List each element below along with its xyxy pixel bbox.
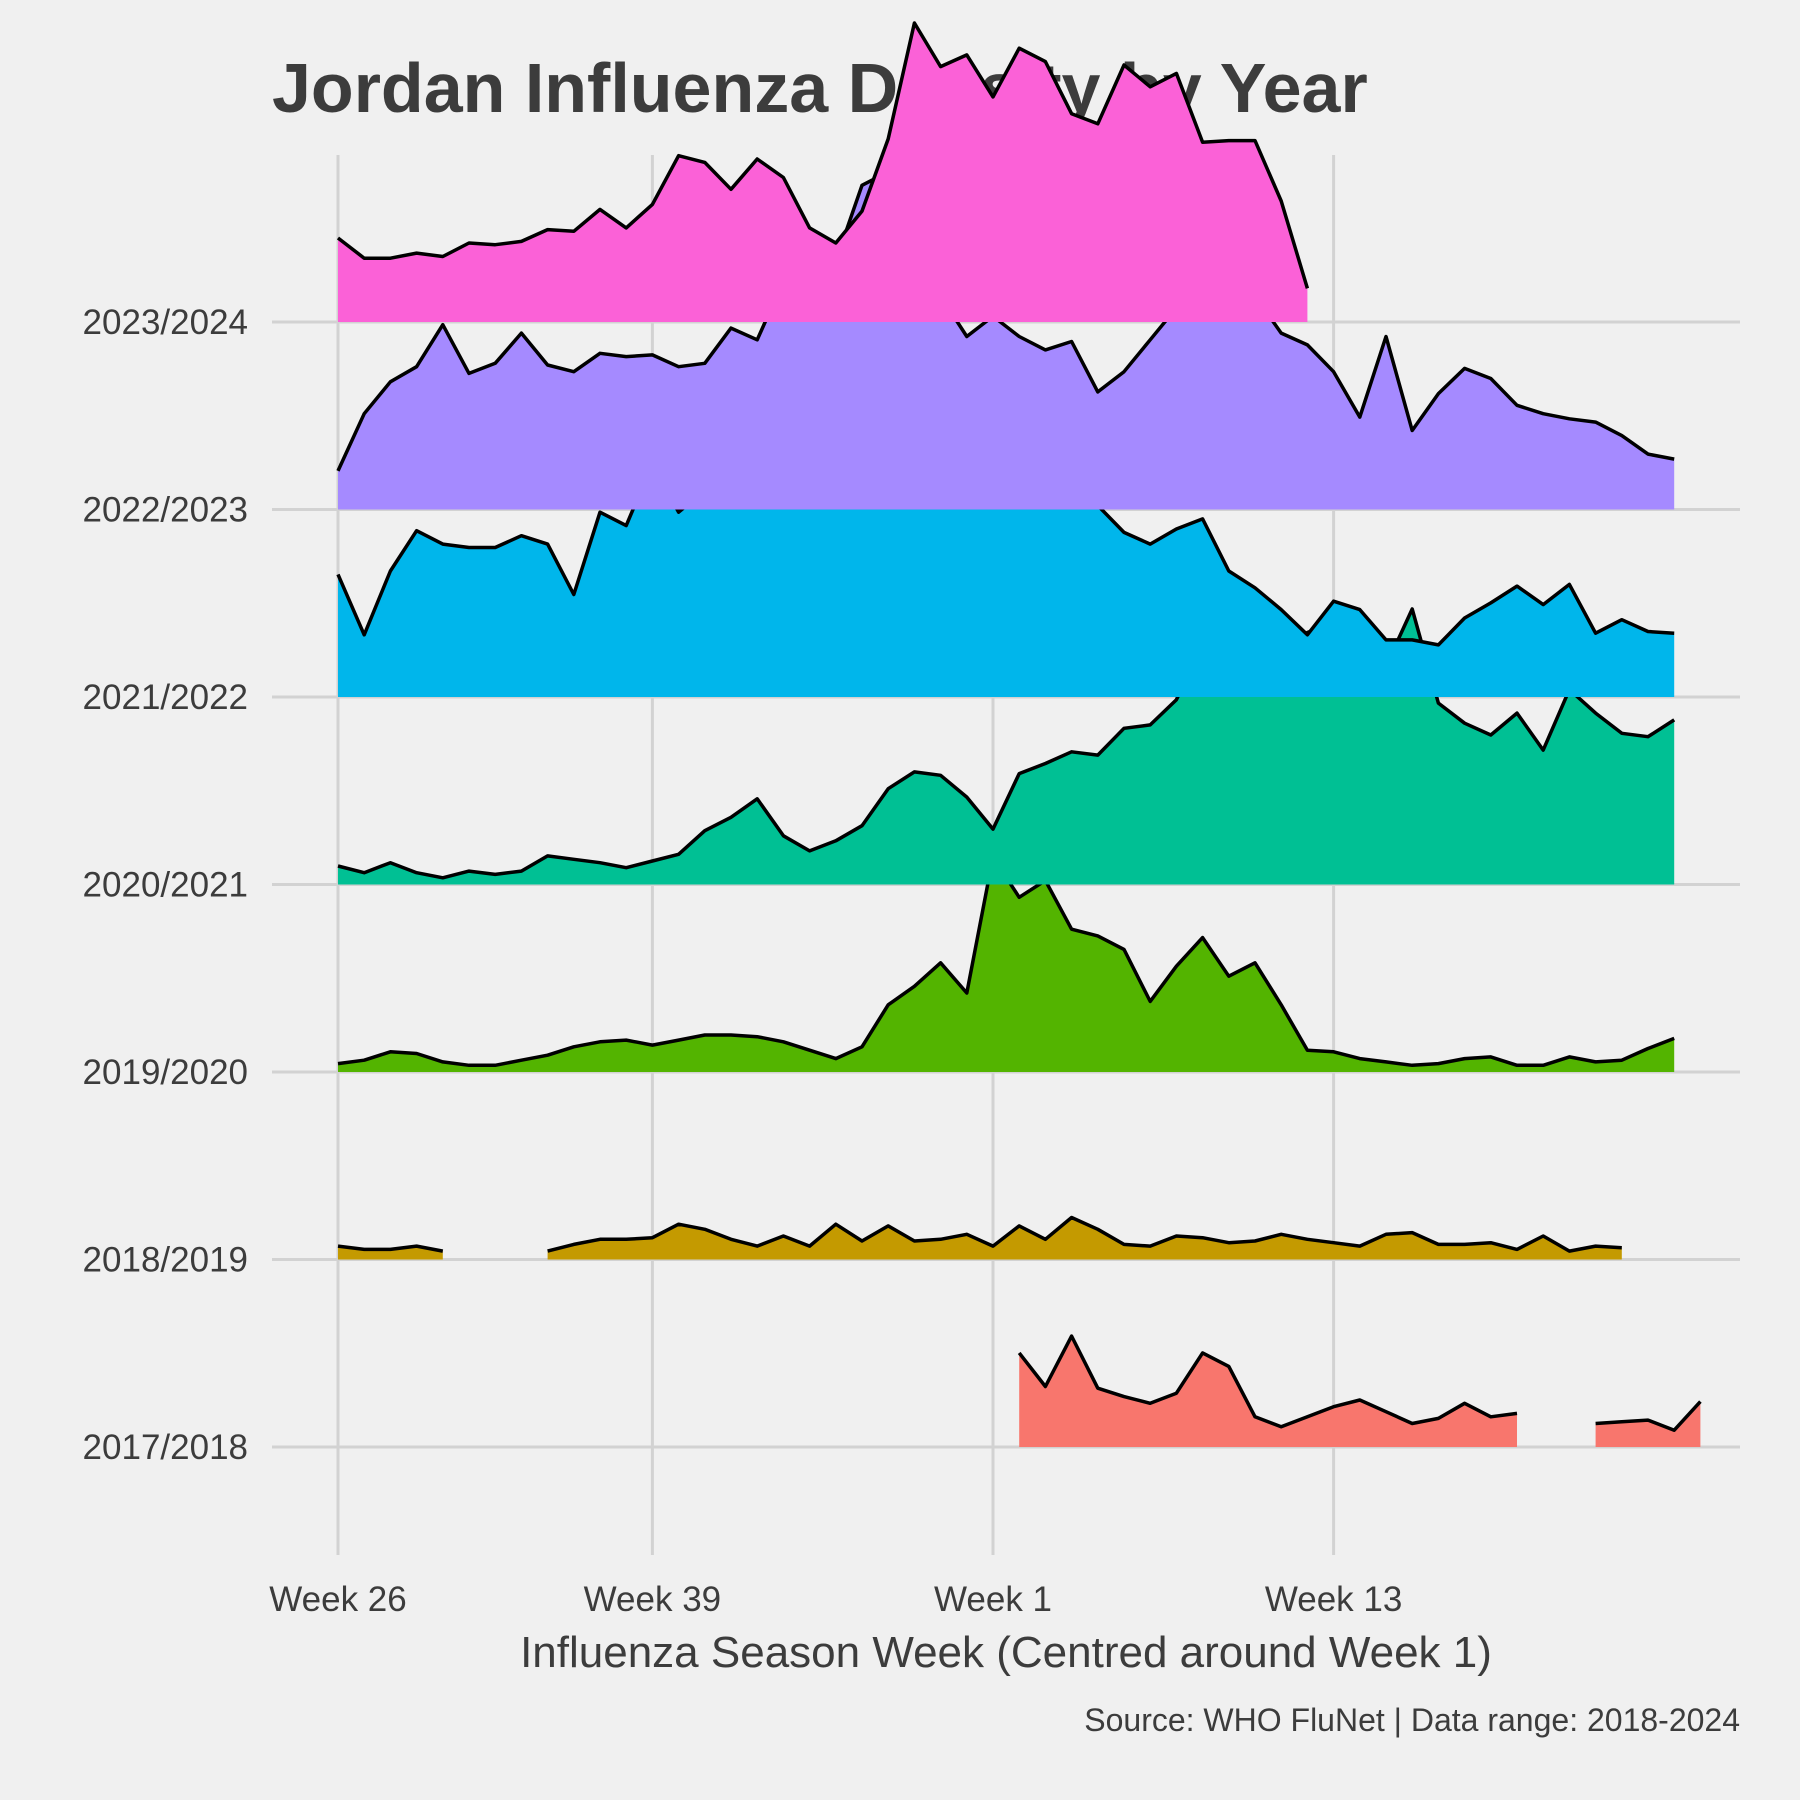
ridge-line — [1595, 1400, 1702, 1432]
ridge-2023-2024 — [336, 21, 1310, 322]
chart-caption: Source: WHO FluNet | Data range: 2018-20… — [1084, 1702, 1740, 1738]
ridge-area — [547, 1217, 1622, 1260]
y-tick-label: 2021/2022 — [83, 678, 248, 717]
ridge-2017-2018 — [1017, 1334, 1702, 1447]
ridge-line — [1017, 1334, 1518, 1429]
y-tick-label: 2020/2021 — [83, 866, 248, 905]
x-tick-label: Week 1 — [934, 1580, 1052, 1619]
x-tick-label: Week 26 — [269, 1580, 407, 1619]
ridge-area — [1595, 1401, 1701, 1447]
y-tick-label: 2022/2023 — [83, 491, 248, 530]
ridge-area — [1019, 1336, 1517, 1447]
ridge-line — [337, 1244, 444, 1253]
chart-title: Jordan Influenza Density by Year — [272, 49, 1368, 127]
ridge-2019-2020 — [337, 855, 1675, 1072]
x-tick-labels: Week 26 Week 39 Week 1 Week 13 — [269, 1580, 1402, 1619]
y-tick-label: 2019/2020 — [83, 1053, 248, 1092]
ridge-area — [338, 171, 1675, 510]
ridge-2018-2019 — [337, 1215, 1622, 1260]
y-tick-label: 2018/2019 — [83, 1241, 248, 1280]
ridge-area — [338, 23, 1308, 322]
ridge-line — [336, 21, 1310, 289]
ridge-line — [547, 1215, 1622, 1253]
y-tick-label: 2023/2024 — [83, 303, 248, 342]
ridge-area — [338, 391, 1675, 697]
ridge-2022-2023 — [336, 170, 1675, 510]
ridge-line — [337, 576, 1676, 880]
ridge-line — [336, 170, 1675, 472]
x-axis-label: Influenza Season Week (Centred around We… — [520, 1628, 1492, 1677]
x-tick-label: Week 13 — [1265, 1580, 1403, 1619]
x-tick-label: Week 39 — [584, 1580, 722, 1619]
y-tick-label: 2017/2018 — [83, 1428, 248, 1467]
ridges — [336, 21, 1702, 1447]
y-tick-labels: 2017/2018 2018/2019 2019/2020 2020/2021 2021… — [83, 303, 248, 1467]
ridge-area — [338, 857, 1675, 1072]
